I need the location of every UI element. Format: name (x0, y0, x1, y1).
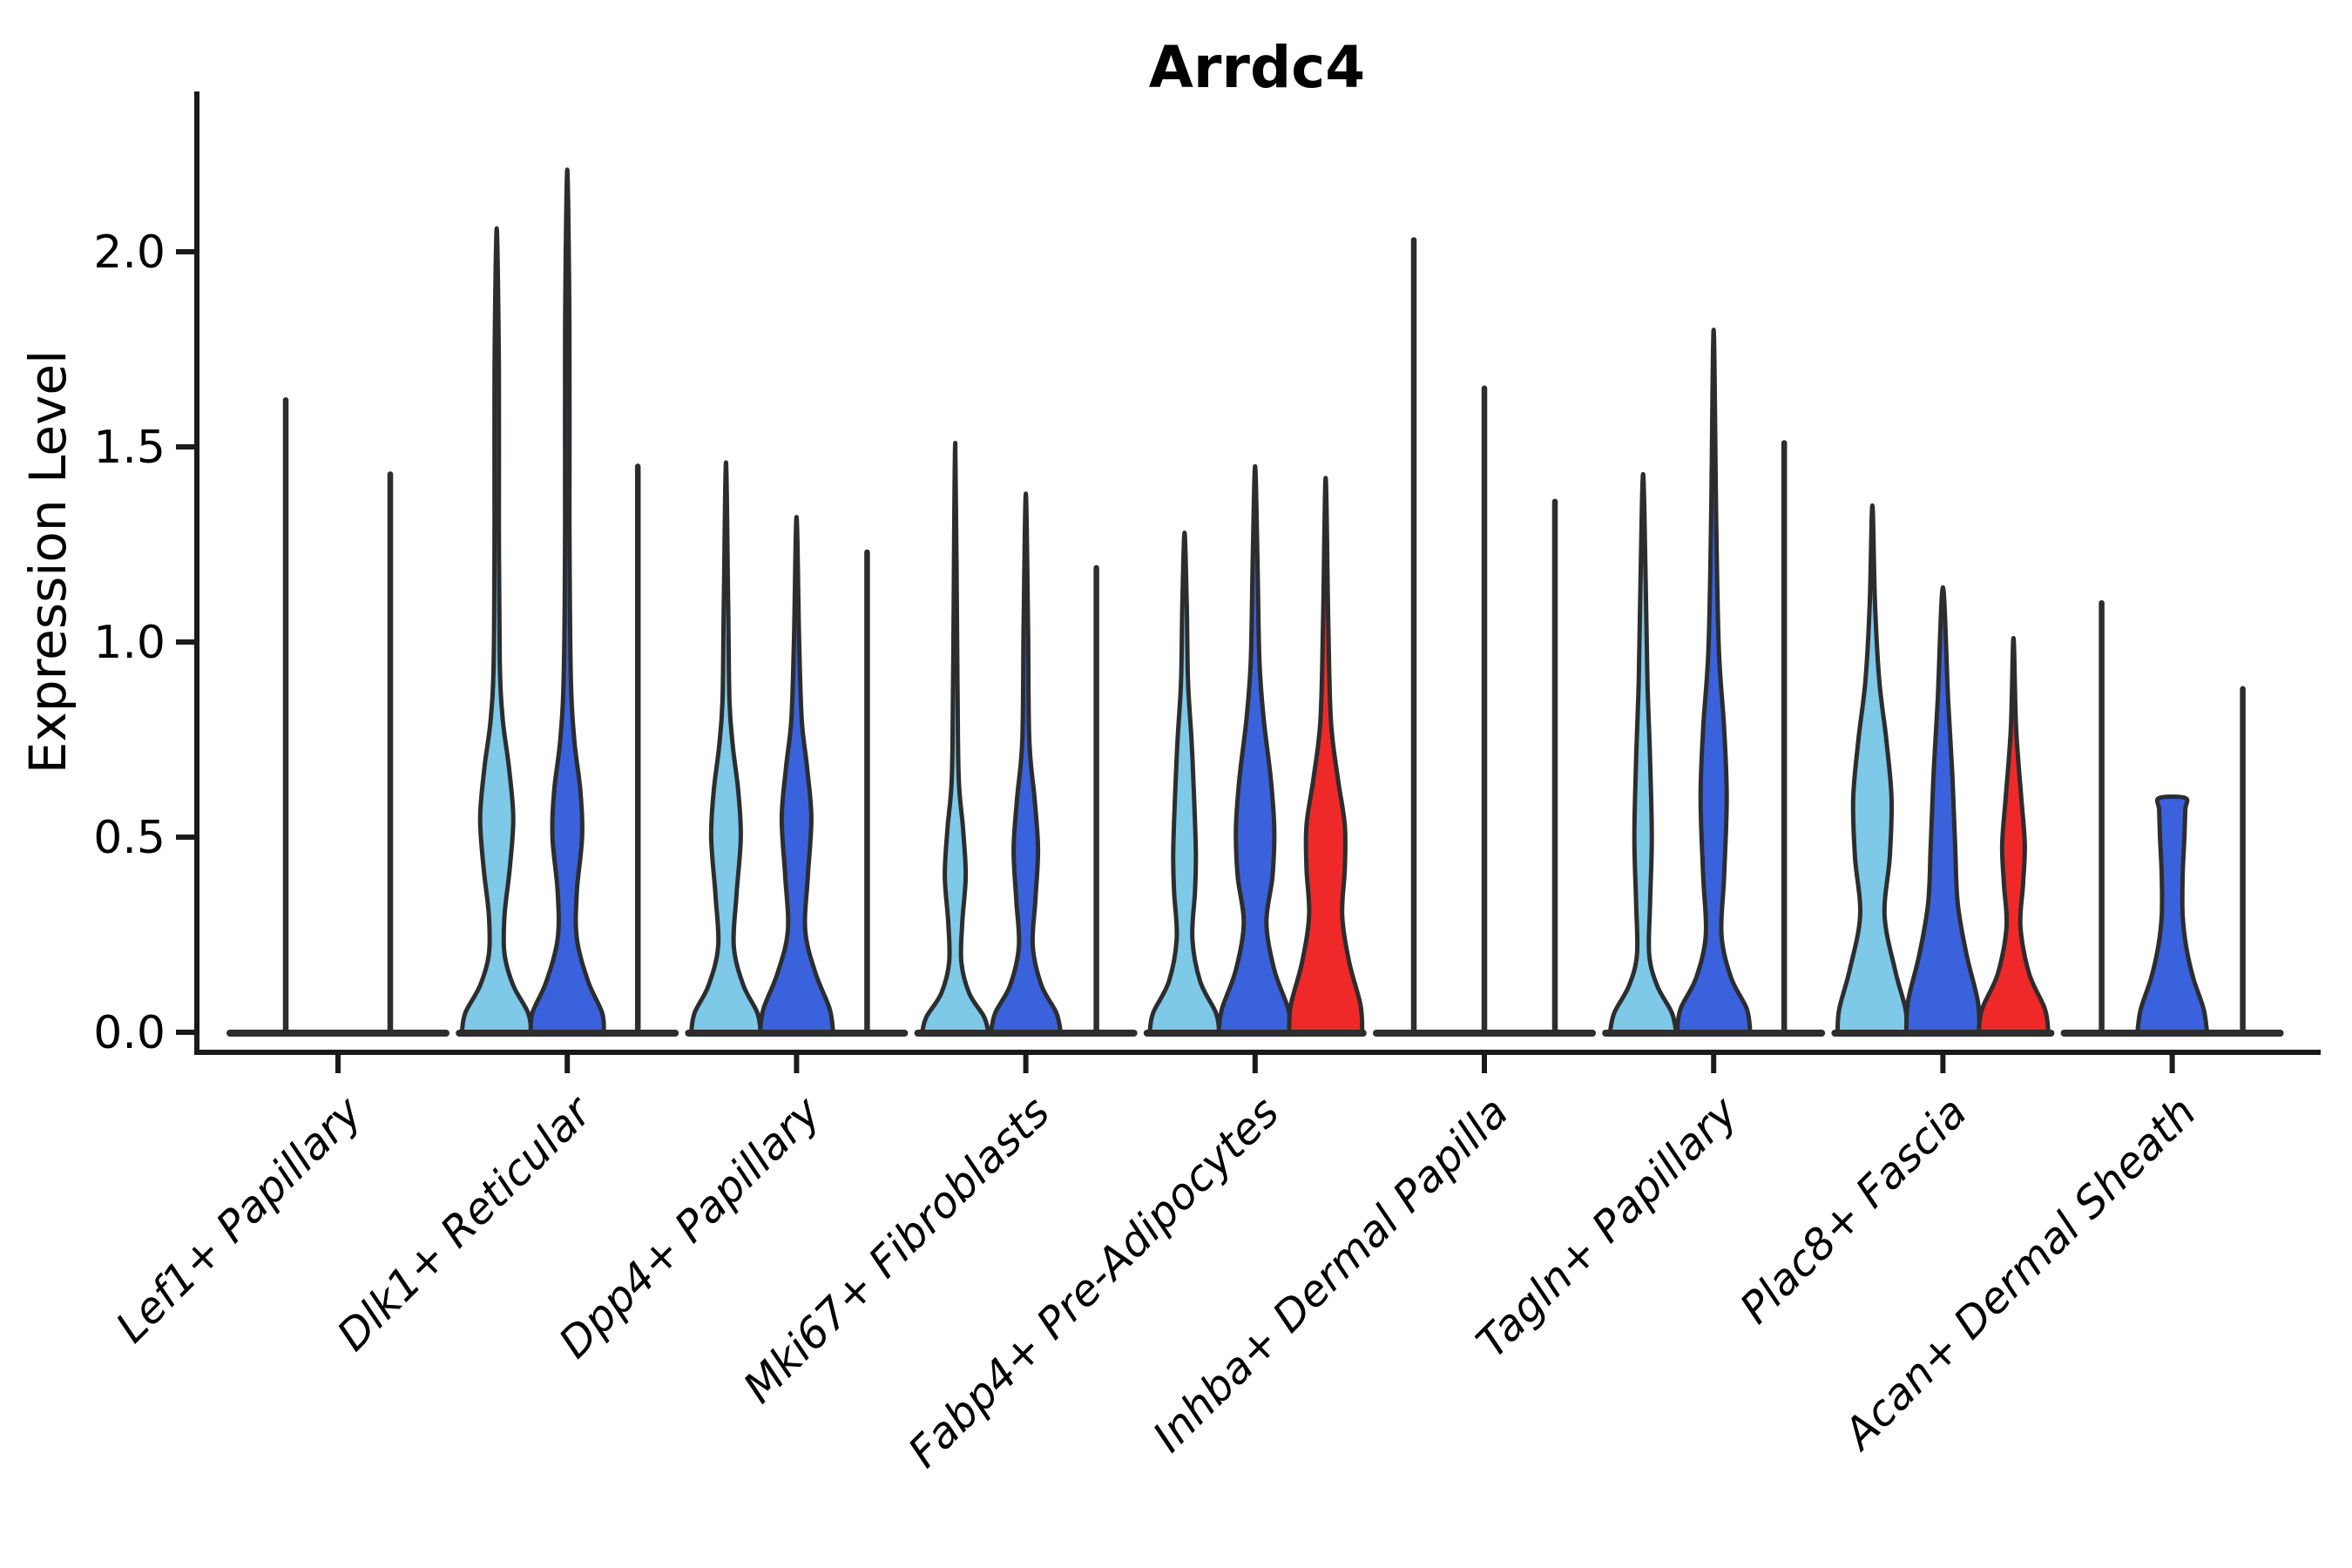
chart-title: Arrdc4 (1149, 34, 1365, 101)
violin-body-mki67-c1 (920, 441, 991, 1035)
violin-body-tagln-c1 (1607, 471, 1679, 1035)
violin-body-dpp4-c2 (757, 515, 835, 1035)
violin-body-plac8-c3 (1976, 636, 2051, 1035)
violin-body-plac8-c2 (1903, 585, 1982, 1035)
x-tick-label: Lef1+ Papillary (106, 1086, 372, 1352)
y-tick-label: 1.0 (93, 617, 166, 669)
violin-body-fabp4-c2 (1216, 463, 1294, 1035)
violin-body-tagln-c2 (1674, 328, 1753, 1035)
y-axis-label: Expression Level (18, 350, 78, 774)
violin-body-dlk1-c2 (528, 167, 606, 1035)
axes-spines (194, 91, 2321, 1055)
axes-layer (194, 91, 2321, 1055)
violin-body-dlk1-c1 (459, 226, 534, 1035)
y-tick-label: 0.0 (93, 1007, 166, 1059)
x-tick-label: Fabp4+ Pre-Adipocytes (899, 1087, 1289, 1477)
violin-body-plac8-c1 (1835, 503, 1909, 1035)
y-tick-label: 0.5 (93, 812, 166, 864)
y-tick-label: 1.5 (93, 422, 166, 474)
violin-body-fabp4-c3 (1287, 476, 1365, 1035)
y-tick-label: 2.0 (93, 226, 166, 279)
x-tick-label: Dlk1+ Reticular (328, 1085, 602, 1360)
violin-body-fabp4-c1 (1147, 531, 1222, 1035)
violin-body-dpp4-c1 (688, 460, 763, 1035)
violin-body-acan-c2 (2135, 794, 2210, 1035)
violins-layer (282, 167, 2246, 1036)
x-tick-label: Plac8+ Fascia (1731, 1087, 1977, 1333)
violin-body-mki67-c2 (989, 491, 1064, 1035)
